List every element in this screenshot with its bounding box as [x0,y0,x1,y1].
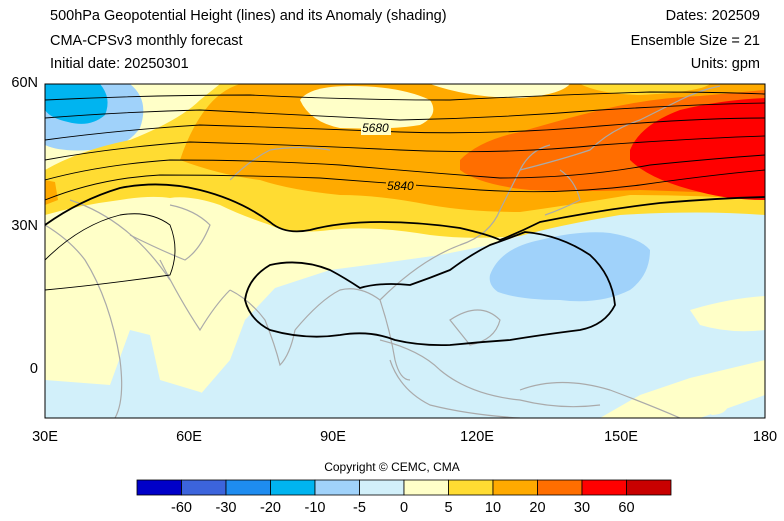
colorbar-label: -5 [353,500,366,516]
colorbar-label: 5 [444,500,453,516]
colorbar-label: -30 [215,500,237,516]
colorbar-swatch [448,479,494,496]
colorbar-swatch [225,479,271,496]
shading-patch-c [580,84,710,95]
colorbar-swatch [270,479,316,496]
colorbar-swatch [359,479,405,496]
colorbar-swatch [581,479,627,496]
colorbar-label: -20 [260,500,281,516]
contour-label-5840: 5840 [387,179,414,193]
colorbar-label: 60 [618,500,635,516]
shading-patch-a [300,86,434,129]
map-title: 500hPa Geopotential Height (lines) and i… [50,8,447,24]
lat-tick-label: 0 [29,361,38,378]
colorbar-swatch [181,479,227,496]
lon-tick-label: 90E [320,429,346,445]
model-name: CMA-CPSv3 monthly forecast [50,33,243,49]
shading-pos-patch-2 [690,296,765,332]
colorbar-swatch [626,479,672,496]
shading-nw-10 [45,84,108,124]
contour-label-5680: 5680 [362,121,389,135]
initial-date: Initial date: 20250301 [50,56,189,72]
lat-tick-label: 30N [11,218,38,235]
lon-tick-label: 60E [176,429,202,445]
colorbar-swatch [492,479,538,496]
colorbar-label: 20 [529,500,546,516]
colorbar-swatch [314,479,360,496]
anomaly-shading: 5680 5840 [45,84,765,418]
colorbar-label: 10 [484,500,502,516]
shading-pos-patch [705,402,728,415]
lat-tick-label: 60N [11,75,38,91]
lon-tick-label: 120E [460,429,494,445]
lon-tick-label: 180 [752,429,778,445]
units-label: Units: gpm [690,56,760,72]
colorbar-label: 0 [399,500,409,516]
copyright-notice: Copyright © CEMC, CMA [324,460,460,474]
colorbar-label: 30 [573,500,591,516]
colorbar-swatch [136,479,182,496]
lon-tick-label: 150E [604,429,638,445]
colorbar [136,479,672,496]
contour-labels: 5680 5840 [361,121,416,193]
height-contours-thick [45,183,765,347]
colorbar-swatch [537,479,583,496]
colorbar-label: -60 [171,500,192,516]
plot-frame [44,83,766,419]
colorbar-label: -10 [304,500,326,516]
colorbar-swatch [403,479,449,496]
ensemble-size: Ensemble Size = 21 [630,33,760,49]
lon-tick-label: 30E [32,429,58,445]
shading-patch-b [430,84,570,98]
shading-30-60 [630,98,765,200]
forecast-dates: Dates: 202509 [665,8,760,24]
